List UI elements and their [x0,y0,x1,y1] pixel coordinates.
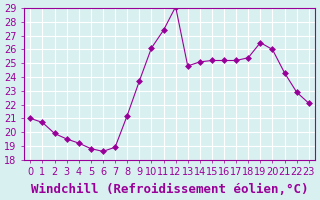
X-axis label: Windchill (Refroidissement éolien,°C): Windchill (Refroidissement éolien,°C) [31,183,308,196]
